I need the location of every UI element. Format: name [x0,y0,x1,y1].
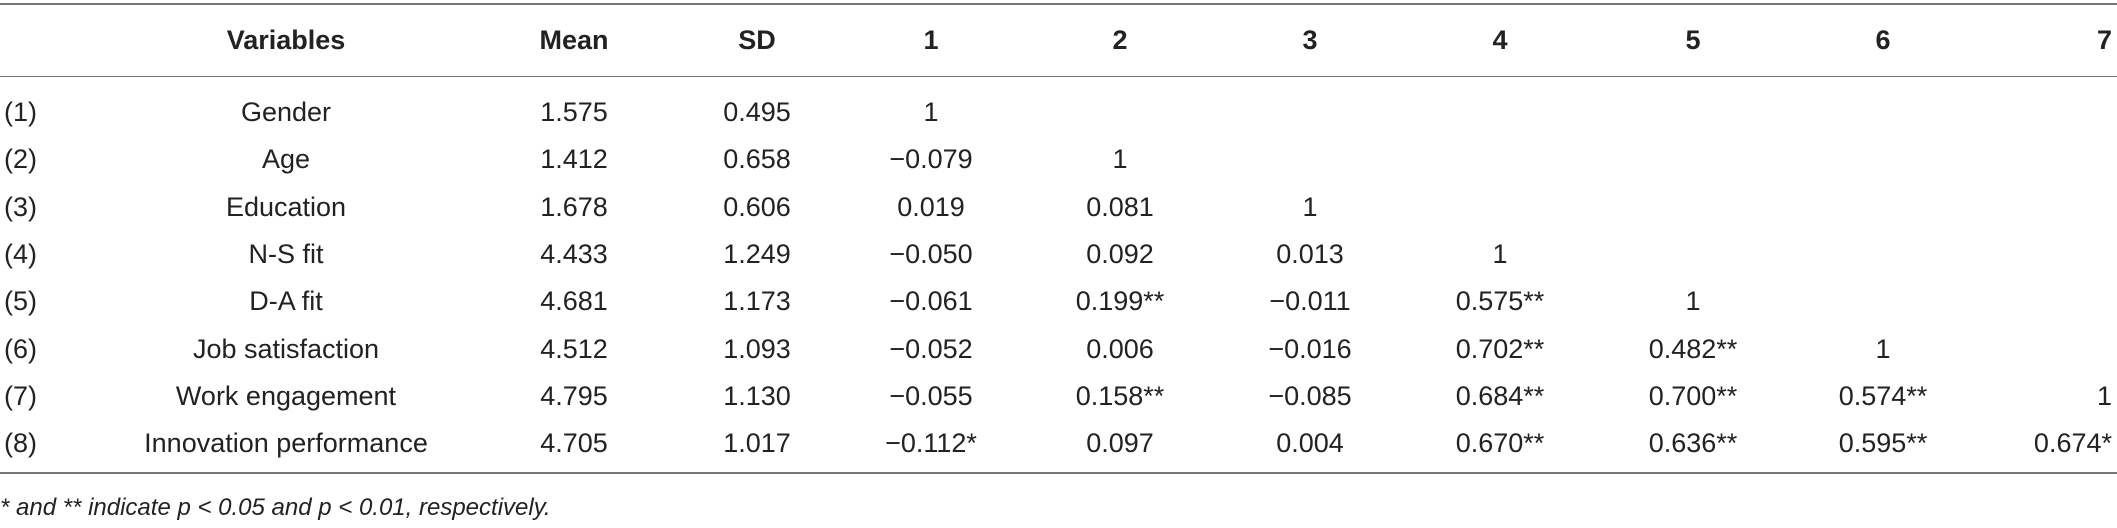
footnote: * and ** indicate p < 0.05 and p < 0.01,… [0,494,551,521]
correlation-cell: 0.702** [1455,333,1545,364]
column-header: 3 [1302,25,1318,55]
row-index: (1) [4,97,37,127]
sd-cell: 1.093 [723,333,791,364]
row-index: (4) [4,238,37,269]
sd-cell: 1.017 [723,428,791,459]
correlation-cell: 0.574** [1838,380,1928,411]
row-index: (6) [4,333,37,364]
correlation-cell: 0.092 [1086,238,1154,269]
correlation-cell: 1 [1302,191,1318,222]
correlation-cell: 1 [923,97,939,127]
correlation-cell: −0.011 [1269,286,1351,317]
row-index: (8) [4,428,37,459]
correlation-cell: 1 [1685,286,1701,317]
sd-cell: 0.658 [723,144,791,175]
correlation-cell: 1 [2096,380,2112,411]
mean-cell: 4.512 [540,333,608,364]
column-header: SD [738,25,776,55]
correlation-cell: −0.050 [889,238,973,269]
correlation-cell: 0.081 [1086,191,1154,222]
correlation-cell: 0.575** [1455,286,1545,317]
correlation-cell: 1 [1492,238,1508,269]
column-header: 6 [1875,25,1891,55]
correlation-cell: 0.684** [1455,380,1545,411]
correlation-cell: 0.482** [1648,333,1738,364]
sd-cell: 1.249 [723,238,791,269]
correlation-cell: 0.199** [1075,286,1165,317]
correlation-cell: 0.636** [1648,428,1738,459]
sd-cell: 1.173 [723,286,791,317]
column-header: Mean [539,25,609,55]
mean-cell: 1.678 [540,191,608,222]
row-index: (3) [4,191,37,222]
bottom-rule [0,472,2117,474]
sd-cell: 1.130 [723,380,791,411]
correlation-cell: 0.700** [1648,380,1738,411]
sd-cell: 0.606 [723,191,791,222]
correlation-cell: 0.004 [1276,428,1344,459]
mean-cell: 1.575 [540,97,608,127]
correlation-cell: 1 [1875,333,1891,364]
column-header: Variables [226,25,346,55]
correlation-cell: 0.097 [1086,428,1154,459]
mean-cell: 4.433 [540,238,608,269]
correlation-cell: 0.158** [1075,380,1165,411]
variable-name: Education [225,191,347,222]
variable-name: N-S fit [248,238,324,269]
row-index: (2) [4,144,37,175]
variable-name: Job satisfaction [192,333,380,364]
correlation-cell: −0.061 [889,286,973,317]
correlation-cell: 0.006 [1086,333,1154,364]
correlation-cell: 1 [1112,144,1128,175]
mean-cell: 4.681 [540,286,608,317]
mean-cell: 4.795 [540,380,608,411]
column-header: 2 [1112,25,1128,55]
correlation-cell: −0.085 [1268,380,1352,411]
mean-cell: 4.705 [540,428,608,459]
row-index: (5) [4,286,37,317]
variable-name: Innovation performance [144,428,428,459]
variable-name: D-A fit [249,286,323,317]
correlation-cell: 0.674* [2033,428,2112,459]
top-rule [0,3,2117,5]
correlation-cell: 0.670** [1455,428,1545,459]
header-rule [0,76,2117,77]
correlation-cell: 0.595** [1838,428,1928,459]
correlation-cell: −0.055 [889,380,973,411]
correlation-cell: 0.019 [897,191,965,222]
sd-cell: 0.495 [723,97,791,127]
correlation-cell: −0.016 [1268,333,1352,364]
variable-name: Gender [240,97,332,127]
correlation-cell: −0.112* [885,428,977,459]
column-header: 7 [2096,25,2112,55]
row-index: (7) [4,380,37,411]
variable-name: Work engagement [175,380,397,411]
column-header: 4 [1492,25,1508,55]
correlation-cell: 0.013 [1276,238,1344,269]
column-header: 1 [923,25,939,55]
correlation-cell: −0.052 [889,333,973,364]
column-header: 5 [1685,25,1701,55]
variable-name: Age [261,144,311,175]
correlation-cell: −0.079 [889,144,973,175]
mean-cell: 1.412 [540,144,608,175]
